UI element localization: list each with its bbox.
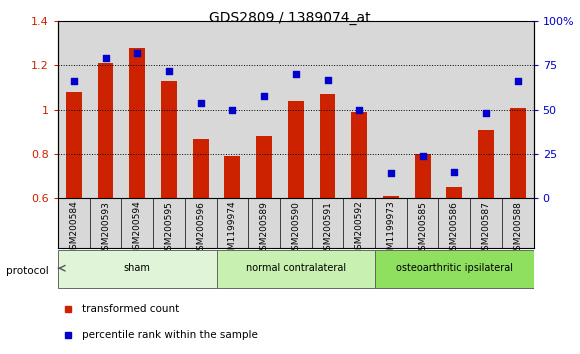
Text: GSM1199973: GSM1199973 [386, 201, 396, 262]
Bar [407, 21, 438, 198]
Bar [58, 250, 216, 288]
Bar [66, 92, 82, 198]
Text: osteoarthritic ipsilateral: osteoarthritic ipsilateral [396, 263, 513, 273]
Bar [470, 21, 502, 198]
Bar [256, 136, 272, 198]
Point [164, 68, 173, 74]
Bar [216, 21, 248, 198]
Bar [224, 156, 240, 198]
Text: GSM200588: GSM200588 [513, 201, 522, 256]
Bar [343, 21, 375, 198]
Bar [193, 138, 209, 198]
Bar [161, 81, 177, 198]
Bar [502, 21, 534, 198]
Point [354, 107, 364, 113]
Bar [415, 154, 430, 198]
Text: GSM200589: GSM200589 [260, 201, 269, 256]
Text: GSM200592: GSM200592 [355, 201, 364, 256]
Point [196, 100, 205, 105]
Text: GSM200596: GSM200596 [196, 201, 205, 256]
Bar [383, 196, 399, 198]
Bar [216, 250, 375, 288]
Point [259, 93, 269, 98]
Bar [153, 21, 185, 198]
Bar [438, 21, 470, 198]
Bar [90, 21, 121, 198]
Point [323, 77, 332, 82]
Text: GSM200586: GSM200586 [450, 201, 459, 256]
Point [386, 171, 396, 176]
Text: GSM1199974: GSM1199974 [228, 201, 237, 261]
Point [69, 79, 78, 84]
Point [450, 169, 459, 175]
Bar [351, 112, 367, 198]
Bar [280, 21, 311, 198]
Bar [185, 21, 216, 198]
Point [418, 153, 427, 159]
Point [513, 79, 523, 84]
Bar [375, 250, 534, 288]
Bar [288, 101, 304, 198]
Point [133, 50, 142, 56]
Bar [121, 21, 153, 198]
Text: protocol: protocol [6, 266, 49, 276]
Point [101, 56, 110, 61]
Text: normal contralateral: normal contralateral [246, 263, 346, 273]
Point [291, 72, 300, 77]
Text: GSM200594: GSM200594 [133, 201, 142, 256]
Text: GSM200587: GSM200587 [481, 201, 491, 256]
Text: GSM200584: GSM200584 [70, 201, 78, 256]
Bar [58, 21, 90, 198]
Text: GSM200591: GSM200591 [323, 201, 332, 256]
Text: sham: sham [124, 263, 151, 273]
Point [481, 110, 491, 116]
Bar [375, 21, 407, 198]
Bar [478, 130, 494, 198]
Bar [97, 63, 114, 198]
Text: GSM200593: GSM200593 [101, 201, 110, 256]
Text: GSM200585: GSM200585 [418, 201, 427, 256]
Text: percentile rank within the sample: percentile rank within the sample [82, 330, 258, 340]
Bar [447, 187, 462, 198]
Text: GSM200590: GSM200590 [291, 201, 300, 256]
Bar [510, 108, 525, 198]
Bar [129, 48, 145, 198]
Text: GDS2809 / 1389074_at: GDS2809 / 1389074_at [209, 11, 371, 25]
Text: transformed count: transformed count [82, 304, 179, 314]
Bar [311, 21, 343, 198]
Point [228, 107, 237, 113]
Bar [248, 21, 280, 198]
Text: GSM200595: GSM200595 [165, 201, 173, 256]
Bar [320, 94, 335, 198]
